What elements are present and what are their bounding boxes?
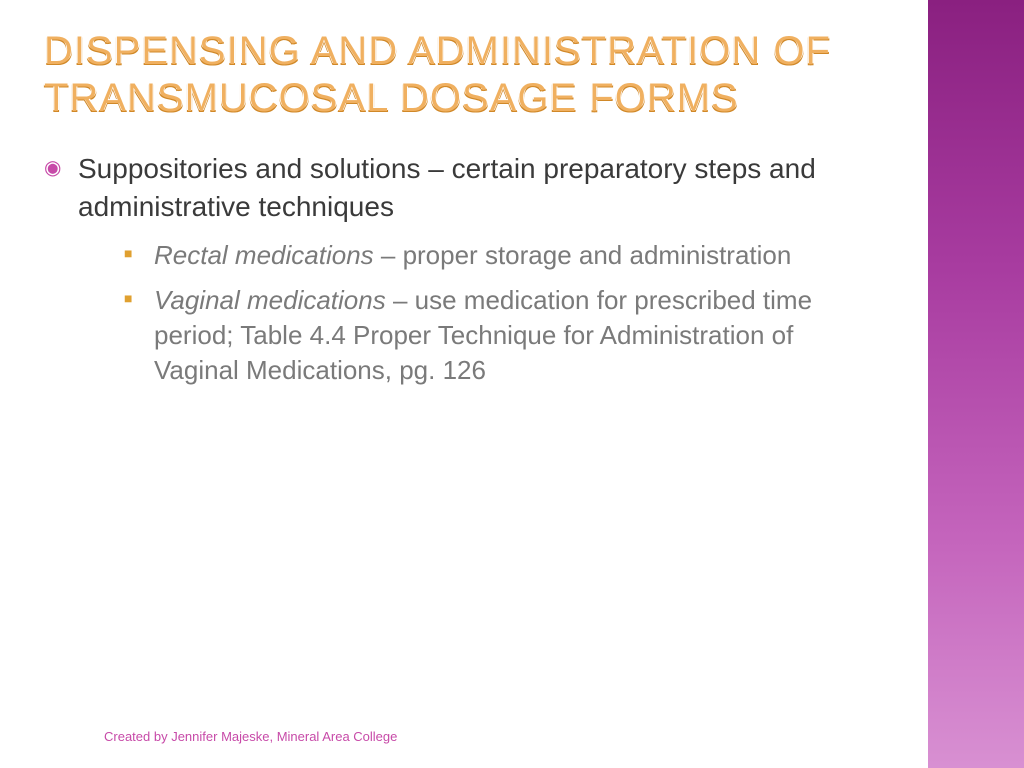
sub-bullet-emph: Vaginal medications bbox=[154, 285, 386, 315]
main-bullet-list: Suppositories and solutions – certain pr… bbox=[44, 150, 874, 388]
decorative-sidebar bbox=[928, 0, 1024, 768]
sub-bullet-emph: Rectal medications bbox=[154, 240, 374, 270]
sub-bullet-text: Vaginal medications – use medication for… bbox=[154, 283, 874, 388]
sub-bullet-text: Rectal medications – proper storage and … bbox=[154, 238, 874, 273]
main-bullet-text: Suppositories and solutions – certain pr… bbox=[78, 150, 874, 226]
sidebar-divider-line bbox=[918, 0, 920, 768]
slide-content: DISPENSING AND ADMINISTRATION OF TRANSMU… bbox=[0, 0, 918, 768]
main-bullet-item: Suppositories and solutions – certain pr… bbox=[44, 150, 874, 388]
slide-title: DISPENSING AND ADMINISTRATION OF TRANSMU… bbox=[44, 28, 874, 122]
slide-footer: Created by Jennifer Majeske, Mineral Are… bbox=[104, 729, 397, 744]
sub-bullet-item: Vaginal medications – use medication for… bbox=[124, 283, 874, 388]
sub-bullet-item: Rectal medications – proper storage and … bbox=[124, 238, 874, 273]
sub-bullet-rest: – proper storage and administration bbox=[374, 240, 792, 270]
sub-bullet-list: Rectal medications – proper storage and … bbox=[124, 238, 874, 388]
